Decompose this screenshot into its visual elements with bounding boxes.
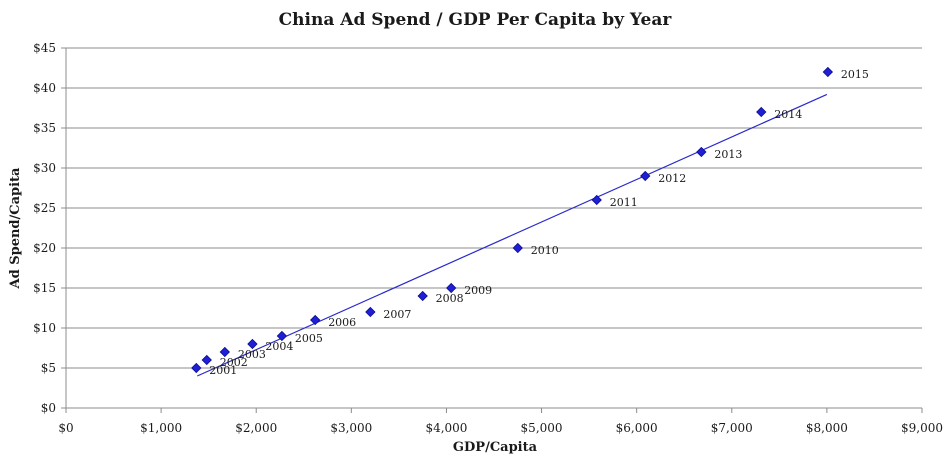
y-tick-label: $20 <box>33 241 56 255</box>
point-marker-2005 <box>276 330 288 342</box>
point-label-2015: 2015 <box>841 68 869 81</box>
chart-title: China Ad Spend / GDP Per Capita by Year <box>279 10 673 30</box>
point-label-2013: 2013 <box>714 148 742 161</box>
x-tick-label: $2,000 <box>235 421 277 435</box>
point-marker-2002 <box>201 354 212 366</box>
point-marker-2004 <box>247 338 258 350</box>
point-marker-2007 <box>365 306 376 318</box>
point-marker-2006 <box>310 314 321 326</box>
y-tick-label: $35 <box>33 121 56 135</box>
point-label-2010: 2010 <box>531 244 559 257</box>
point-marker-2009 <box>446 282 457 294</box>
point-marker-2013 <box>696 146 707 158</box>
trendline <box>197 93 828 377</box>
y-tick-label: $5 <box>41 361 56 375</box>
x-tick-label: $5,000 <box>521 421 563 435</box>
x-tick-label: $0 <box>58 421 73 435</box>
point-marker-2008 <box>417 290 428 302</box>
y-tick-label: $40 <box>33 81 56 95</box>
point-marker-2003 <box>219 346 231 358</box>
x-tick-label: $1,000 <box>140 421 182 435</box>
y-tick-label: $15 <box>33 281 56 295</box>
gridlines <box>66 47 922 369</box>
y-tick-label: $30 <box>33 161 56 175</box>
x-tick-label: $3,000 <box>330 421 372 435</box>
y-tick-label: $10 <box>33 321 56 335</box>
point-label-2008: 2008 <box>436 292 464 305</box>
point-label-2012: 2012 <box>658 172 686 185</box>
point-marker-2001 <box>191 362 202 374</box>
point-label-2009: 2009 <box>464 284 492 297</box>
point-label-2004: 2004 <box>265 340 293 353</box>
point-label-2011: 2011 <box>610 196 638 209</box>
point-marker-2010 <box>512 242 523 254</box>
point-marker-2014 <box>756 106 767 118</box>
x-tick-label: $4,000 <box>425 421 467 435</box>
point-marker-2015 <box>822 66 834 78</box>
trendline-layer <box>197 93 828 377</box>
point-marker-2012 <box>640 170 651 182</box>
point-label-2003: 2003 <box>238 348 266 361</box>
y-axis-title: Ad Spend/Capita <box>8 167 23 290</box>
point-label-2007: 2007 <box>383 308 411 321</box>
point-label-2005: 2005 <box>295 332 323 345</box>
x-axis-title: GDP/Capita <box>453 440 538 455</box>
y-tick-label: $0 <box>41 401 56 415</box>
x-tick-label: $6,000 <box>616 421 658 435</box>
point-label-2001: 2001 <box>209 364 237 377</box>
x-tick-label: $9,000 <box>901 421 943 435</box>
x-tick-label: $7,000 <box>711 421 753 435</box>
axes: $0 $5 $10 $15 $20 $25 $30 $35 $40 $45 $0 $1,000 $2,0… <box>33 41 943 435</box>
point-label-2002: 2002 <box>220 356 248 369</box>
point-marker-2011 <box>591 194 602 206</box>
point-label-2014: 2014 <box>774 108 802 121</box>
point-label-2006: 2006 <box>328 316 356 329</box>
y-tick-label: $25 <box>33 201 56 215</box>
y-tick-label: $45 <box>33 41 56 55</box>
x-tick-label: $8,000 <box>806 421 848 435</box>
